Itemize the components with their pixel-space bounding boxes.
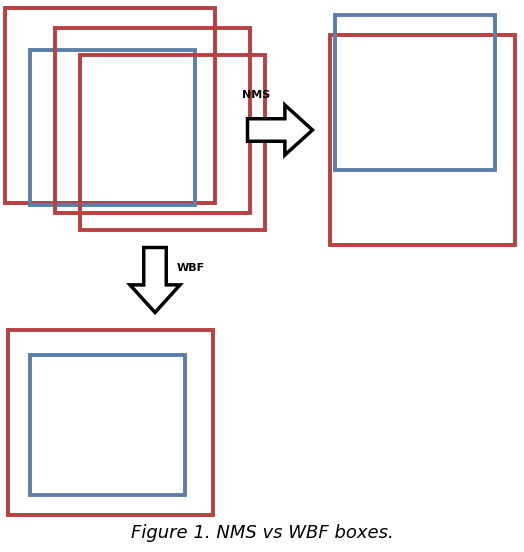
Bar: [8, 330, 213, 515]
Bar: [330, 35, 515, 245]
Bar: [55, 28, 250, 213]
Text: NMS: NMS: [242, 90, 270, 100]
Bar: [30, 355, 185, 495]
Text: WBF: WBF: [177, 263, 205, 273]
Bar: [335, 15, 495, 170]
Polygon shape: [130, 247, 180, 312]
Bar: [30, 50, 195, 205]
Text: Figure 1. NMS vs WBF boxes.: Figure 1. NMS vs WBF boxes.: [130, 524, 394, 542]
Bar: [80, 55, 265, 230]
Bar: [5, 8, 215, 203]
Polygon shape: [247, 105, 312, 155]
